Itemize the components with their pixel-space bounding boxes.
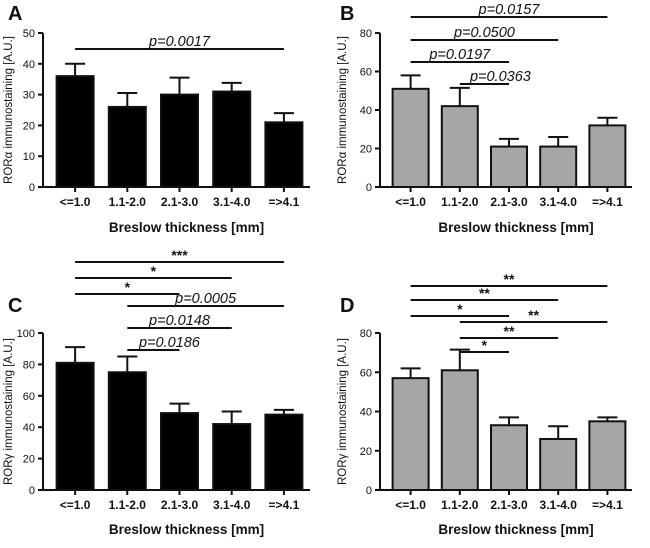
panel-d-y-tick-label: 60 (360, 367, 372, 379)
panel-b-significance-label: p=0.0157 (478, 2, 541, 18)
panel-d-y-axis-label: RORγ immunostaining [A.U.] (337, 338, 349, 485)
panel-a-y-axis-label: RORα immunostaining [A.U.] (3, 36, 15, 184)
panel-b-x-tick-label: <=1.0 (395, 195, 426, 209)
panel-b-y-tick-label: 60 (360, 67, 372, 79)
panel-b-y-axis-label: RORα immunostaining [A.U.] (337, 36, 349, 184)
panel-c-bar (264, 413, 304, 492)
panel-a-y-tick-label: 10 (23, 151, 35, 163)
panel-c-bar (107, 371, 147, 491)
panel-d-bar (588, 420, 627, 491)
panel-b-letter: B (340, 3, 354, 25)
panel-a-x-axis-label: Breslow thickness [mm] (109, 220, 264, 235)
panel-a-x-tick-label: 2.1-3.0 (161, 195, 199, 209)
panel-a-bar (212, 90, 252, 188)
panel-d-significance-label: * (482, 337, 488, 353)
panel-d-y-tick-label: 80 (360, 328, 372, 340)
panel-d-significance-label: * (457, 301, 463, 317)
panel-b-bar (490, 145, 528, 188)
panel-d-x-tick-label: 1.1-2.0 (441, 498, 479, 512)
panel-d-significance-label: ** (479, 285, 490, 301)
panel-d-bar (490, 424, 528, 491)
panel-d-significance-label: ** (504, 323, 515, 339)
panel-c-y-tick-label: 100 (17, 328, 35, 340)
panel-b-bar (440, 105, 479, 188)
panel-c-x-tick-label: 1.1-2.0 (109, 498, 147, 512)
panel-b-significance-label: p=0.0197 (428, 47, 491, 63)
panel-c-letter: C (8, 295, 22, 317)
panel-a-y-tick-label: 20 (23, 120, 35, 132)
panel-b-bar (588, 124, 627, 188)
panel-b-bar (539, 145, 578, 188)
panel-c-y-tick-label: 60 (23, 391, 35, 403)
panel-c-x-tick-label: 3.1-4.0 (213, 498, 251, 512)
panel-b-bar (391, 87, 430, 188)
panel-d-significance-label: ** (528, 307, 539, 323)
panel-c-significance-label: *** (171, 247, 188, 263)
panel-c-significance-label: p=0.0148 (148, 313, 210, 329)
panel-a-y-tick-label: 0 (29, 182, 35, 194)
panel-b-x-tick-label: 2.1-3.0 (490, 195, 528, 209)
panel-c-y-tick-label: 80 (23, 359, 35, 371)
panel-d-bar (539, 437, 578, 492)
panel-d-x-tick-label: 2.1-3.0 (490, 498, 528, 512)
panel-a-y-tick-label: 50 (23, 28, 35, 40)
panel-d-y-tick-label: 40 (360, 407, 372, 419)
panel-b-significance-label: p=0.0363 (469, 69, 531, 85)
panel-d-letter: D (340, 295, 354, 317)
panel-c-significance-label: * (151, 263, 157, 279)
panel-d-y-tick-label: 0 (366, 485, 372, 497)
panel-a-x-tick-label: =>4.1 (269, 195, 300, 209)
panel-b-x-tick-label: 3.1-4.0 (540, 195, 578, 209)
panel-c-x-tick-label: =>4.1 (269, 498, 300, 512)
panel-a-bar (160, 93, 199, 188)
panel-a-x-tick-label: 1.1-2.0 (109, 195, 147, 209)
panel-a-significance-label: p=0.0017 (148, 34, 211, 50)
panel-a-bar (107, 105, 147, 188)
panel-b-x-axis-label: Breslow thickness [mm] (438, 220, 593, 235)
panel-c-significance-label: p=0.0186 (138, 335, 201, 351)
panel-c-y-tick-label: 40 (23, 422, 35, 434)
panel-c-x-tick-label: 2.1-3.0 (161, 498, 199, 512)
panel-d-y-tick-label: 20 (360, 446, 372, 458)
panel-d-x-tick-label: =>4.1 (592, 498, 623, 512)
panel-a-bar (55, 75, 95, 188)
panel-a-x-tick-label: 3.1-4.0 (213, 195, 251, 209)
panel-d-x-axis-label: Breslow thickness [mm] (438, 522, 593, 537)
panel-a-bar (264, 121, 304, 188)
panel-d-x-tick-label: 3.1-4.0 (540, 498, 578, 512)
panel-a-y-tick-label: 40 (23, 59, 35, 71)
panel-a-letter: A (8, 3, 22, 25)
panel-b-y-tick-label: 20 (360, 144, 372, 156)
panel-d-x-tick-label: <=1.0 (395, 498, 426, 512)
panel-b-y-tick-label: 0 (366, 182, 372, 194)
panel-c-x-axis-label: Breslow thickness [mm] (109, 522, 264, 537)
panel-b-significance-label: p=0.0500 (453, 25, 515, 41)
panel-c-y-tick-label: 20 (23, 454, 35, 466)
panel-c-significance-label: * (125, 279, 131, 295)
panel-b-y-tick-label: 40 (360, 105, 372, 117)
panel-d-bar (440, 369, 479, 492)
panel-c-significance-label: p=0.0005 (174, 291, 237, 307)
panel-c-bar (160, 412, 199, 492)
panel-c-bar (212, 423, 252, 491)
panel-d-significance-label: ** (504, 271, 515, 287)
panel-d-bar (391, 377, 430, 492)
panel-b-y-tick-label: 80 (360, 28, 372, 40)
panel-c-x-tick-label: <=1.0 (60, 498, 91, 512)
panel-c-bar (55, 361, 95, 491)
panel-a-x-tick-label: <=1.0 (60, 195, 91, 209)
panel-c-y-tick-label: 0 (29, 485, 35, 497)
panel-a-y-tick-label: 30 (23, 90, 35, 102)
panel-b-x-tick-label: =>4.1 (592, 195, 623, 209)
panel-c-y-axis-label: RORγ immunostaining [A.U.] (3, 338, 15, 485)
panel-b-x-tick-label: 1.1-2.0 (441, 195, 479, 209)
